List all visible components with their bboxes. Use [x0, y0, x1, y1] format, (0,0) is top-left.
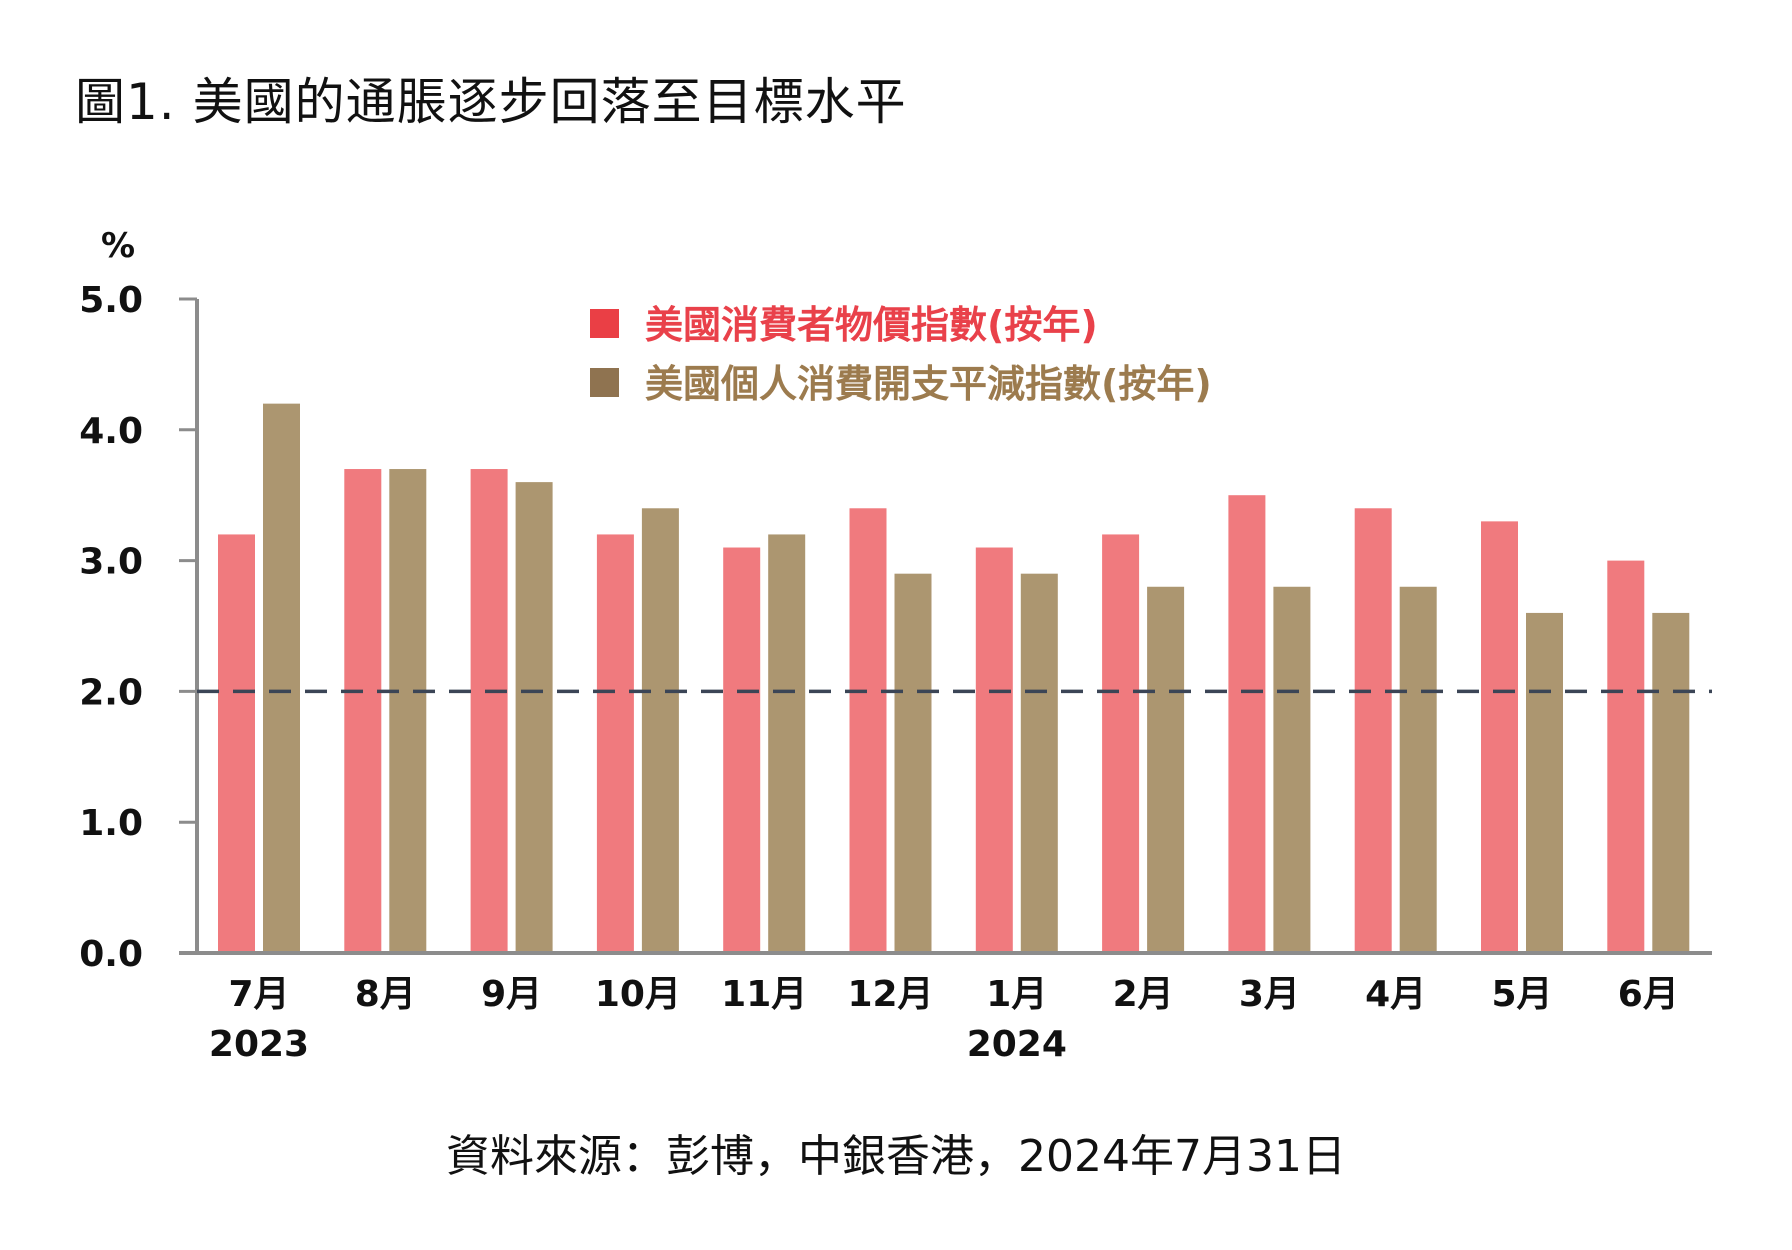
x-tick-label: 11月	[721, 974, 807, 1015]
bar-pce	[1652, 612, 1690, 951]
y-tick-label: 0.0	[79, 934, 143, 975]
bar-pce	[263, 403, 300, 951]
x-year-label: 2024	[967, 1024, 1067, 1065]
bar-pce	[894, 573, 932, 951]
legend-marker-pce	[590, 368, 619, 397]
y-tick-label: 3.0	[79, 542, 143, 583]
bar-cpi	[218, 534, 255, 951]
bar-cpi	[1354, 508, 1392, 951]
x-tick-label: 5月	[1491, 974, 1552, 1015]
y-axis-unit-label: %	[101, 226, 135, 266]
y-tick-label: 5.0	[79, 280, 143, 321]
bar-cpi	[1607, 560, 1645, 951]
legend: 美國消費者物價指數(按年) 美國個人消費開支平減指數(按年)	[590, 303, 1212, 406]
bar-pce	[1273, 586, 1311, 951]
bar-cpi	[723, 547, 761, 951]
y-tick-label: 4.0	[79, 411, 143, 452]
bar-pce	[1399, 586, 1437, 951]
bar-cpi	[470, 469, 508, 951]
bar-cpi	[596, 534, 634, 951]
x-tick-label: 12月	[847, 974, 933, 1015]
x-year-label: 2023	[209, 1024, 309, 1065]
bar-pce	[641, 508, 679, 951]
bar-pce	[1020, 573, 1058, 951]
source-note: 資料來源：彭博，中銀香港，2024年7月31日	[446, 1131, 1346, 1182]
bars	[218, 403, 1690, 951]
bar-cpi	[975, 547, 1013, 951]
bar-pce	[1147, 586, 1185, 951]
legend-label-cpi: 美國消費者物價指數(按年)	[645, 303, 1098, 347]
x-tick-label: 10月	[595, 974, 681, 1015]
chart-title: 圖1. 美國的通脹逐步回落至目標水平	[75, 73, 907, 131]
x-tick-label: 1月	[986, 974, 1047, 1015]
x-tick-label: 8月	[355, 974, 416, 1015]
axes: 0.0 1.0 2.0 3.0 4.0 5.0% 7月 8月 9月 10月 11月 12月 1月 2月 3月…	[79, 226, 1712, 1065]
bar-pce	[515, 482, 553, 951]
legend-marker-cpi	[590, 309, 619, 338]
bar-cpi	[1102, 534, 1140, 951]
x-tick-label: 3月	[1239, 974, 1300, 1015]
x-tick-label: 6月	[1618, 974, 1679, 1015]
x-tick-label: 7月	[228, 974, 289, 1015]
bar-pce	[768, 534, 806, 951]
x-tick-label: 2月	[1113, 974, 1174, 1015]
y-tick-label: 1.0	[79, 803, 143, 844]
x-tick-label: 4月	[1365, 974, 1426, 1015]
bar-cpi	[849, 508, 887, 951]
bar-cpi	[1481, 521, 1518, 951]
bar-cpi	[1228, 495, 1266, 951]
y-tick-label: 2.0	[79, 672, 143, 713]
legend-label-pce: 美國個人消費開支平減指數(按年)	[645, 362, 1212, 406]
bar-cpi	[344, 469, 382, 951]
bar-pce	[389, 469, 427, 951]
x-tick-label: 9月	[481, 974, 542, 1015]
bar-pce	[1526, 612, 1563, 951]
